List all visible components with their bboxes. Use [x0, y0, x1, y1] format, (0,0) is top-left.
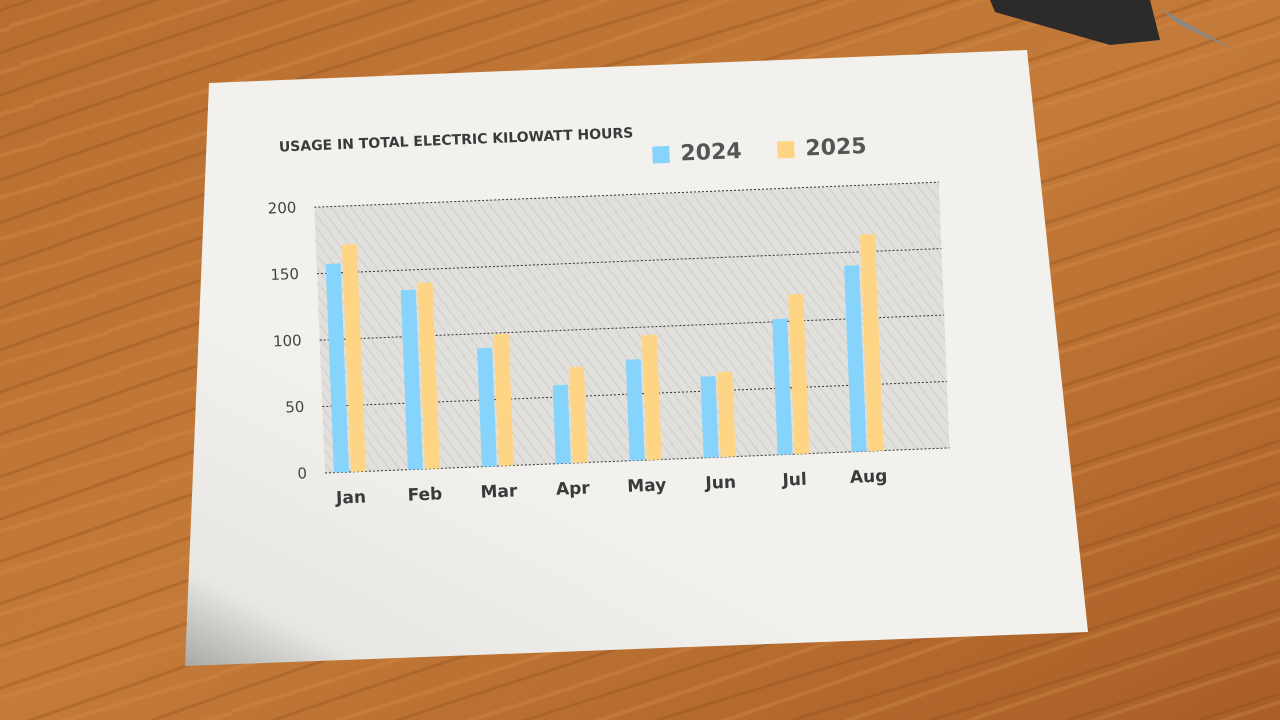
pen-nib	[1160, 8, 1238, 52]
grid-line	[314, 181, 939, 208]
x-tick-label: Jul	[781, 470, 807, 491]
bar	[625, 359, 645, 461]
x-tick-label: May	[627, 475, 667, 497]
legend-label: 2025	[805, 134, 867, 161]
legend-label: 2024	[680, 139, 742, 166]
x-tick-label: Mar	[480, 481, 518, 502]
bar	[844, 265, 867, 452]
legend-swatch	[652, 145, 670, 164]
bar	[641, 334, 662, 461]
y-tick-label: 150	[270, 265, 299, 284]
bar	[772, 318, 793, 455]
bar	[477, 347, 497, 467]
bar	[788, 294, 810, 455]
bar	[552, 384, 571, 464]
bar	[417, 282, 440, 469]
y-tick-label: 100	[273, 331, 302, 350]
bar	[568, 366, 588, 464]
bar	[493, 333, 514, 467]
x-tick-label: Apr	[556, 478, 591, 499]
pen	[990, 0, 1160, 45]
x-tick-label: Aug	[850, 466, 888, 487]
bar	[341, 244, 366, 472]
x-tick-label: Jun	[704, 473, 736, 494]
bar	[700, 376, 719, 458]
x-tick-label: Feb	[407, 484, 442, 505]
y-tick-label: 200	[267, 198, 296, 217]
legend-swatch	[777, 140, 795, 159]
bar	[400, 289, 423, 470]
x-tick-label: Jan	[335, 487, 367, 508]
bar	[325, 263, 349, 473]
bar	[859, 233, 884, 452]
bar	[717, 371, 736, 458]
grid-line	[316, 248, 942, 275]
y-tick-label: 50	[285, 398, 305, 417]
y-tick-label: 0	[297, 464, 307, 482]
